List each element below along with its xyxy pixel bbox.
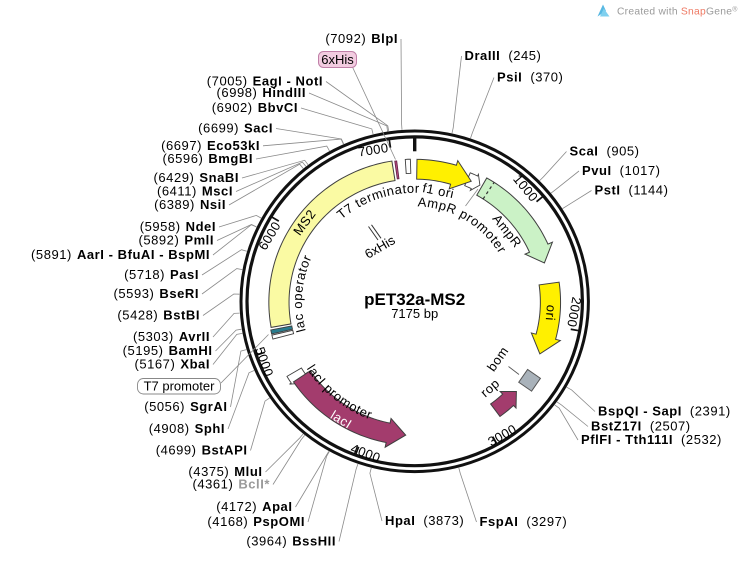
svg-text:(6596)BmgBI: (6596) BmgBI [162,151,253,166]
svg-text:(7092)BlpI: (7092) BlpI [325,31,398,46]
svg-text:(4168)PspOMI: (4168) PspOMI [207,514,305,529]
svg-text:PvuI(1017): PvuI (1017) [582,163,661,178]
svg-text:(5167)XbaI: (5167) XbaI [134,357,210,372]
svg-text:HpaI(3873): HpaI (3873) [385,513,464,528]
svg-text:(6429)SnaBI: (6429) SnaBI [154,170,239,185]
svg-text:(5593)BseRI: (5593) BseRI [114,286,200,301]
svg-text:(5718)PasI: (5718) PasI [124,267,199,282]
svg-text:(7005)EagI - NotI: (7005) EagI - NotI [207,74,323,89]
svg-text:(5195)BamHI: (5195) BamHI [123,343,213,358]
svg-text:BspQI - SapI(2391): BspQI - SapI (2391) [598,404,731,419]
svg-text:(4699)BstAPI: (4699) BstAPI [156,443,248,458]
svg-text:(6389)NsiI: (6389) NsiI [154,197,226,212]
svg-text:pET32a-MS2: pET32a-MS2 [364,290,465,309]
svg-text:(3964)BssHII: (3964) BssHII [246,534,336,549]
svg-text:(6411)MscI: (6411) MscI [157,184,233,199]
svg-text:PsiI(370): PsiI (370) [497,70,563,85]
svg-text:(6699)SacI: (6699) SacI [198,121,273,136]
svg-text:(6998)HindIII: (6998) HindIII [217,85,306,100]
svg-text:ScaI(905): ScaI (905) [570,144,640,159]
svg-text:BstZ17I(2507): BstZ17I (2507) [591,419,691,434]
svg-text:(6697)Eco53kI: (6697) Eco53kI [161,138,260,153]
svg-text:(6902)BbvCI: (6902) BbvCI [212,100,298,115]
svg-text:6xHis: 6xHis [321,52,354,67]
svg-text:Created with SnapGene®: Created with SnapGene® [617,6,738,18]
svg-text:T7 promoter: T7 promoter [144,379,215,394]
svg-text:(5428)BstBI: (5428) BstBI [117,308,200,323]
svg-text:DraIII(245): DraIII (245) [465,48,542,63]
svg-text:7000: 7000 [357,140,389,159]
svg-text:ori: ori [543,304,559,321]
svg-text:(5303)AvrII: (5303) AvrII [133,329,210,344]
svg-text:(4172)ApaI: (4172) ApaI [216,499,292,514]
svg-text:(5958)NdeI: (5958) NdeI [140,219,216,234]
svg-text:(5891)AarI - BfuAI - BspMI: (5891) AarI - BfuAI - BspMI [31,247,210,262]
svg-text:7175 bp: 7175 bp [391,306,438,321]
svg-text:(5892)PmlI: (5892) PmlI [138,233,214,248]
svg-text:(4361)BclI*: (4361) BclI* [192,477,270,492]
svg-text:(4908)SphI: (4908) SphI [149,421,225,436]
svg-text:(4375)MluI: (4375) MluI [188,464,262,479]
svg-text:f1 ori: f1 ori [421,180,455,201]
svg-text:(5056)SgrAI: (5056) SgrAI [144,399,227,414]
svg-text:PstI(1144): PstI (1144) [595,183,669,198]
svg-text:2000: 2000 [564,296,584,329]
svg-text:PflFI - Tth111I(2532): PflFI - Tth111I (2532) [581,432,722,447]
svg-text:FspAI(3297): FspAI (3297) [480,514,568,529]
